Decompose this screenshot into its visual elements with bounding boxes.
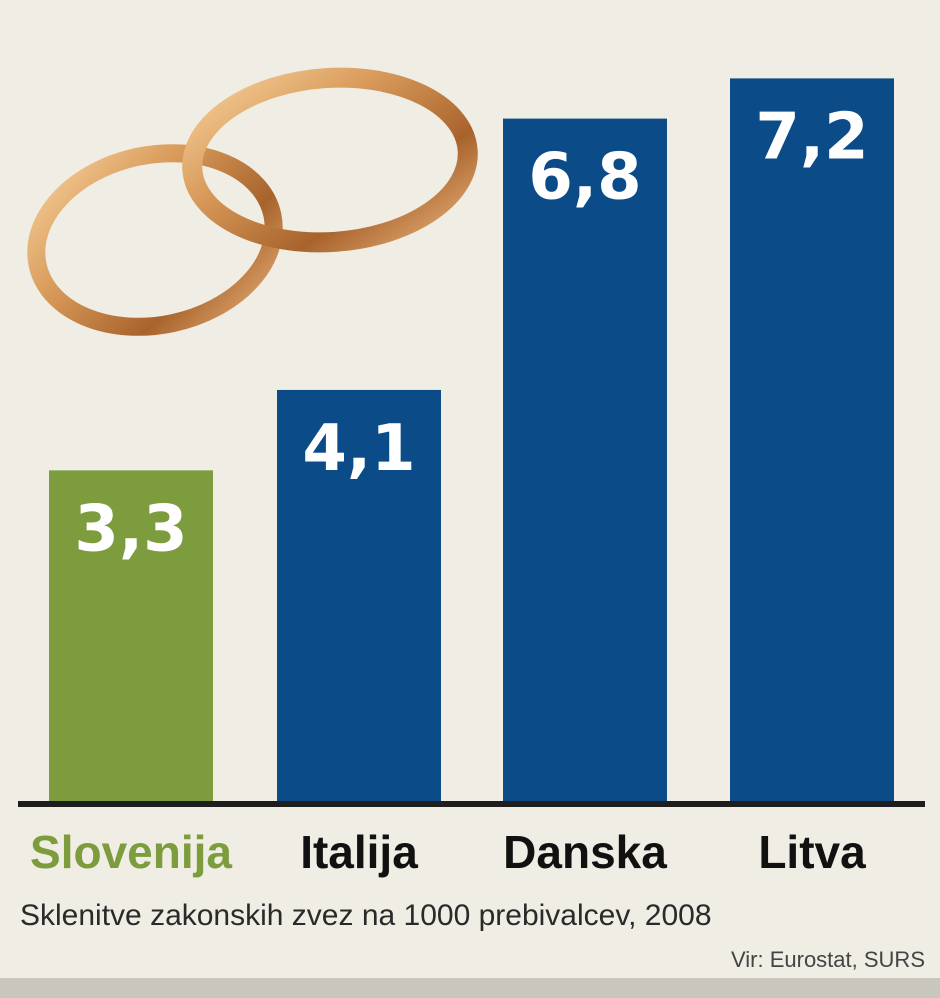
wedding-rings-icon	[27, 67, 478, 336]
category-label: Litva	[758, 826, 866, 878]
data-label: 4,1	[302, 412, 415, 486]
bar-italija	[277, 389, 441, 802]
category-label: Slovenija	[30, 826, 232, 878]
category-label: Italija	[300, 826, 418, 878]
data-label: 6,8	[528, 141, 641, 215]
data-label: 3,3	[74, 492, 187, 566]
bottom-strip	[0, 978, 940, 998]
category-label: Danska	[503, 826, 667, 878]
bar-litva	[730, 78, 894, 802]
data-label: 7,2	[755, 100, 868, 174]
chart-source: Vir: Eurostat, SURS	[731, 947, 925, 972]
bar-slovenija	[49, 470, 213, 802]
baseline	[18, 801, 925, 807]
bar-danska	[503, 118, 667, 803]
chart-subtitle: Sklenitve zakonskih zvez na 1000 prebiva…	[20, 899, 712, 932]
